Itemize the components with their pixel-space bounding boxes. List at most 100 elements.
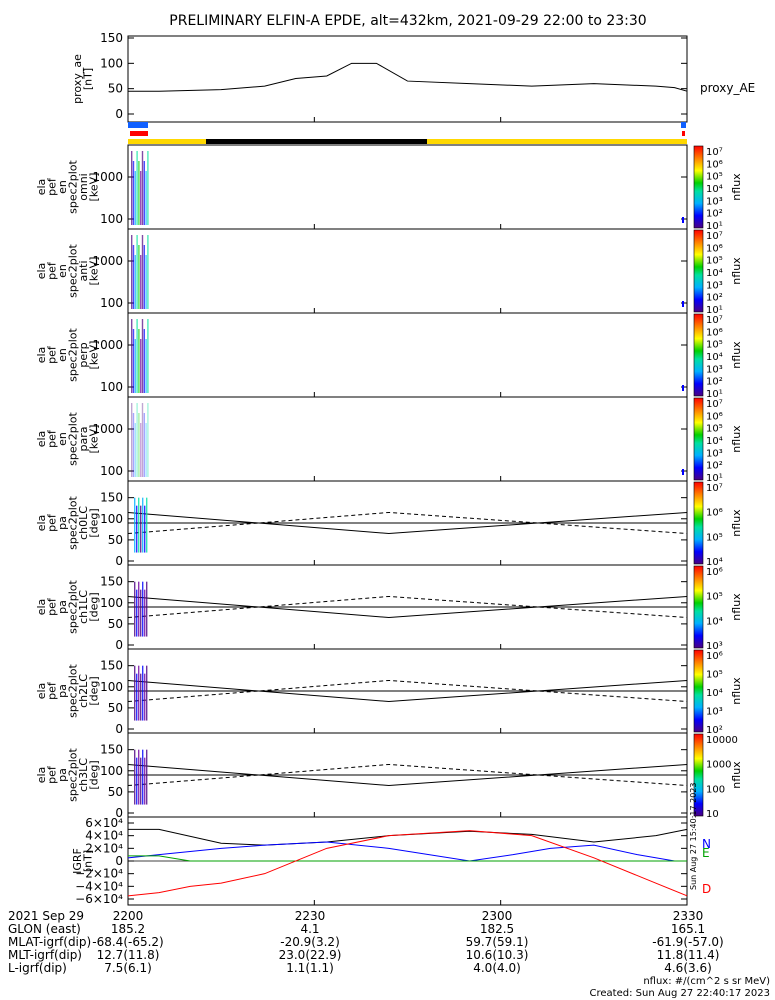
colorbar-label: nflux — [730, 425, 743, 453]
spectrogram-stripe — [145, 423, 147, 477]
colorbar-label: nflux — [730, 173, 743, 201]
colorbar-label: nflux — [730, 593, 743, 621]
panel-ylabel-line: spec2plot — [67, 748, 80, 802]
footer-cell: 2300 — [482, 909, 513, 923]
colorbar-tick-label: 10¹ — [706, 221, 723, 232]
panel-frame — [127, 312, 688, 398]
panel-ylabel-line: pa — [56, 684, 69, 698]
pa-spectrogram-stripe — [146, 749, 148, 805]
colorbar-label: nflux — [730, 761, 743, 789]
colorbar-tick-label: 10000 — [706, 735, 738, 746]
panel-ylabel-line: spec2plot — [67, 160, 80, 214]
panel-ylabel-line: [nT] — [82, 850, 95, 872]
spectrogram-stripe — [134, 339, 136, 393]
spectrogram-stripe — [143, 161, 145, 225]
colorbar-tick-label: 10⁶ — [706, 567, 723, 578]
panel-ylabel-line: IGRF — [71, 848, 84, 874]
footer-cell: GLON (east) — [8, 922, 81, 936]
colorbar-tick-label: 10⁶ — [706, 651, 723, 662]
ytick-label: 50 — [108, 785, 123, 799]
anti-loss-cone-line — [127, 763, 688, 787]
colorbar-tick-label: 10² — [706, 377, 723, 388]
colorbar-tick-label: 10⁷ — [706, 147, 723, 158]
colorbar-tick-label: 10⁷ — [706, 315, 723, 326]
panel-ylabel-line: ela — [35, 431, 48, 448]
pa-spectrogram-stripe — [146, 497, 148, 553]
colorbar-tick-label: 10⁴ — [706, 436, 723, 447]
pa-spectrogram-stripe — [138, 581, 140, 637]
colorbar-tick-label: 10⁴ — [706, 688, 723, 699]
footer-created: Created: Sun Aug 27 22:40:17 2023 — [590, 988, 770, 999]
colorbar-tick-label: 10² — [706, 209, 723, 220]
igrf-legend-e: E — [702, 846, 710, 860]
panel-ylabel-line: ch0LC — [77, 506, 90, 540]
ytick-label: 100 — [100, 764, 123, 778]
panel-ylabel-line: pef — [46, 261, 59, 280]
colorbar-tick-label: 1000 — [706, 760, 731, 771]
panel-ylabel-line: spec2plot — [67, 244, 80, 298]
footer-cell: 2021 Sep 29 — [8, 909, 84, 923]
spectrogram-stripe — [131, 151, 133, 225]
colorbar-tick-label: 10¹ — [706, 473, 723, 484]
colorbar-tick-label: 10⁴ — [706, 352, 723, 363]
panel-ylabel-line: en — [56, 180, 69, 194]
spectrogram-stripe-right — [682, 385, 684, 391]
panel-ylabel-line: anti — [77, 260, 90, 281]
footer-cell: 2230 — [295, 909, 326, 923]
colorbar-tick-label: 10⁷ — [706, 483, 723, 494]
spectrogram-stripe — [132, 161, 135, 225]
colorbar-tick-label: 10⁷ — [706, 399, 723, 410]
spectrogram-stripe — [147, 403, 149, 477]
panel-ylabel-line: pef — [46, 177, 59, 196]
colorbar-tick-label: 10² — [706, 461, 723, 472]
spectrogram-stripe — [138, 329, 140, 393]
panel-ylabel-line: ela — [35, 683, 48, 700]
spectrogram-stripe — [136, 319, 138, 393]
panel-ylabel-line: pef — [46, 429, 59, 448]
proxy-ae-line — [128, 62, 688, 92]
panel-ylabel-line: ela — [35, 179, 48, 196]
footer-cell: L-igrf(dip) — [8, 961, 67, 975]
panel-ylabel-line: spec2plot — [67, 496, 80, 550]
spectrogram-stripe — [132, 413, 135, 477]
igrf-series-e — [128, 855, 687, 862]
panel-ylabel-line: ela — [35, 347, 48, 364]
ytick-label: 1000 — [92, 422, 123, 436]
panel-ylabel-line: perp — [77, 342, 90, 367]
pa-spectrogram-stripe — [134, 749, 136, 805]
panel-frame — [127, 228, 688, 314]
colorbar-tick-label: 10⁴ — [706, 268, 723, 279]
ytick-label: 0 — [115, 722, 123, 736]
ytick-label: 4×10⁴ — [85, 829, 123, 843]
igrf-legend-d: D — [702, 882, 711, 896]
ytick-label: 0 — [115, 107, 123, 121]
ytick-label: −2×10⁴ — [75, 867, 123, 881]
ytick-label: 1000 — [92, 338, 123, 352]
colorbar — [693, 397, 704, 481]
footer-cell: MLAT-igrf(dip) — [8, 935, 91, 949]
footer-cell: 182.5 — [480, 922, 514, 936]
panel-ylabel-line: [keV] — [88, 173, 101, 202]
spectrogram-stripe — [147, 319, 149, 393]
loss-cone-line — [127, 763, 688, 787]
spectrogram-stripe — [131, 403, 133, 477]
pa-spectrogram-stripe — [142, 749, 144, 805]
panel-ylabel-line: spec2plot — [67, 664, 80, 718]
footer-cell: MLT-igrf(dip) — [8, 948, 82, 962]
colorbar-tick-label: 10⁵ — [706, 592, 723, 603]
panel-ylabel-line: pef — [46, 765, 59, 784]
footer-cell: -61.9(-57.0) — [652, 935, 723, 949]
colorbar-label: nflux — [730, 341, 743, 369]
ytick-label: 6×10⁴ — [85, 816, 123, 830]
ytick-label: 100 — [100, 212, 123, 226]
panel-ylabel-line: spec2plot — [67, 412, 80, 466]
spectrogram-stripe — [138, 161, 140, 225]
spectrogram-stripe — [131, 319, 133, 393]
igrf-legend-n: N — [702, 837, 711, 851]
panel-ylabel-line: en — [56, 264, 69, 278]
ytick-label: 150 — [100, 659, 123, 673]
colorbar-tick-label: 10³ — [706, 196, 723, 207]
ytick-label: 100 — [100, 464, 123, 478]
colorbar-tick-label: 10⁶ — [706, 243, 723, 254]
anti-loss-cone-line — [127, 595, 688, 619]
